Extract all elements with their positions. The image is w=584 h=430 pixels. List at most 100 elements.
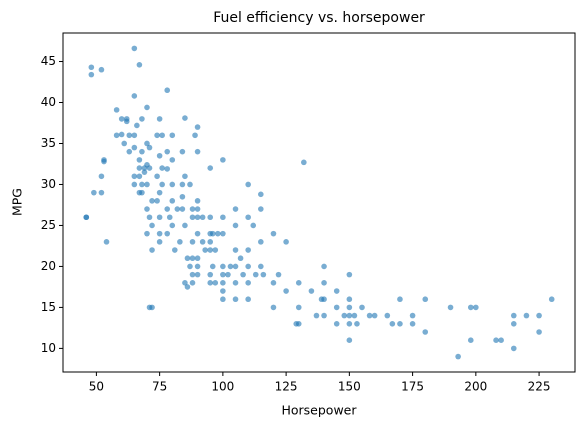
point <box>131 93 138 99</box>
point <box>510 345 517 352</box>
point <box>184 284 191 290</box>
point <box>467 304 474 311</box>
point <box>164 206 171 212</box>
point <box>136 173 143 180</box>
point <box>548 296 555 303</box>
point <box>156 152 163 159</box>
point <box>179 181 186 188</box>
point <box>333 304 340 311</box>
point <box>118 131 125 138</box>
point <box>232 280 239 286</box>
point <box>189 239 196 245</box>
point <box>473 304 479 311</box>
x-tick-label: 225 <box>528 380 551 394</box>
point <box>164 148 171 155</box>
point <box>232 206 239 212</box>
point <box>283 288 289 294</box>
y-tick-label: 15 <box>41 300 56 314</box>
point <box>113 107 120 113</box>
point <box>333 288 340 294</box>
point <box>159 181 165 188</box>
point <box>313 312 320 319</box>
point <box>189 206 196 212</box>
point <box>103 239 110 245</box>
point <box>194 124 201 130</box>
point <box>207 247 214 253</box>
point <box>139 181 145 188</box>
point <box>252 271 259 278</box>
point <box>321 280 327 286</box>
point <box>422 296 429 303</box>
point <box>164 230 171 237</box>
point <box>144 104 150 111</box>
point <box>397 296 403 303</box>
point <box>123 116 130 122</box>
point <box>207 280 214 286</box>
point <box>154 198 160 204</box>
point <box>144 230 150 237</box>
point <box>182 222 188 229</box>
point <box>220 296 226 303</box>
point <box>232 296 239 303</box>
point <box>308 288 315 294</box>
point <box>245 247 251 253</box>
point <box>194 148 201 155</box>
x-tick-label: 150 <box>338 380 361 394</box>
point <box>397 321 403 327</box>
point <box>245 263 251 270</box>
point <box>156 189 163 196</box>
point <box>346 304 353 311</box>
point <box>169 222 176 229</box>
point <box>144 140 150 147</box>
point <box>295 304 302 311</box>
point <box>98 173 105 180</box>
point <box>113 132 120 139</box>
point <box>184 255 191 262</box>
point <box>131 144 138 151</box>
point <box>366 312 373 319</box>
point <box>182 115 188 121</box>
point <box>156 230 163 237</box>
point <box>166 214 173 221</box>
point <box>225 271 231 278</box>
point <box>467 337 474 343</box>
point <box>227 263 234 270</box>
point <box>169 157 176 163</box>
point <box>149 222 155 229</box>
point <box>260 271 267 278</box>
point <box>189 214 196 221</box>
point <box>179 148 186 155</box>
point <box>283 239 289 245</box>
y-tick-label: 45 <box>41 54 56 68</box>
point <box>232 222 239 229</box>
point <box>101 157 107 163</box>
point <box>359 304 365 311</box>
point <box>156 239 163 245</box>
point <box>346 337 353 343</box>
point <box>212 280 219 286</box>
point <box>159 132 165 139</box>
point <box>321 263 327 270</box>
point <box>194 271 201 278</box>
plot-area <box>83 45 555 360</box>
point <box>384 312 391 319</box>
point <box>422 329 429 335</box>
x-tick-label: 75 <box>152 380 167 394</box>
point <box>88 71 95 78</box>
point <box>409 321 416 327</box>
point <box>295 280 302 286</box>
point <box>169 132 176 139</box>
point <box>250 222 257 229</box>
point <box>220 288 226 294</box>
point <box>149 304 155 311</box>
point <box>179 193 186 200</box>
point <box>321 312 327 319</box>
point <box>169 181 176 188</box>
point <box>126 132 133 139</box>
point <box>177 239 183 245</box>
point <box>536 329 542 335</box>
point <box>164 87 171 94</box>
point <box>139 148 145 155</box>
point <box>207 271 214 278</box>
